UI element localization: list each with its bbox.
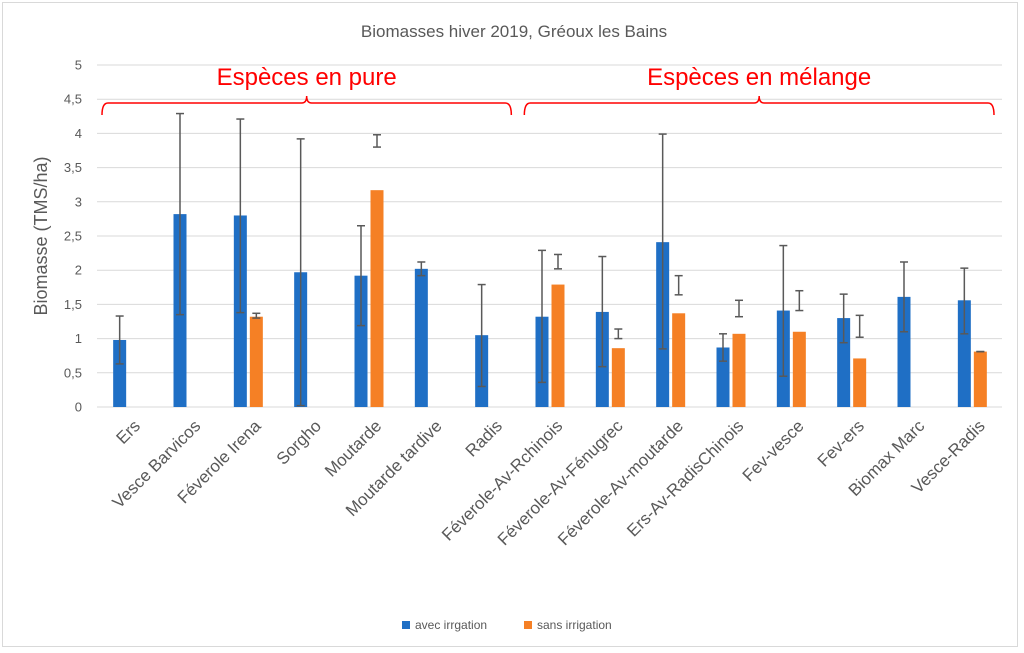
error-bar-avec-irrgation-fev-vesce (779, 244, 788, 377)
error-bar-avec-irrgation-feverole-av-moutarde (658, 133, 667, 350)
chart-title: Biomasses hiver 2019, Gréoux les Bains (361, 22, 667, 41)
error-bar-sans-irrigation-fev-ers (855, 314, 864, 338)
brace-especes-en-pure (101, 95, 513, 116)
bar-avec-irrgation-ers (113, 339, 127, 407)
error-bar-avec-irrgation-moutarde (357, 224, 365, 327)
legend-label-sans-irrigation: sans irrigation (537, 618, 612, 632)
y-tick-label: 2,5 (64, 229, 82, 244)
bar-sans-irrigation-fev-ers (853, 358, 867, 407)
legend: avec irrgation sans irrigation (402, 618, 612, 632)
annotation-especes-en-melange: Espèces en mélange (647, 64, 871, 91)
error-bar-sans-irrigation-fev-vesce (795, 289, 804, 312)
error-bar-avec-irrgation-feverole-av-rchinois (538, 249, 546, 384)
error-bar-avec-irrgation-sorgho (296, 138, 305, 407)
error-bar-avec-irrgation-ers-av-radischinois (719, 333, 727, 362)
x-tick-label: Ers-Av-RadisChinois (623, 416, 747, 540)
y-tick-label: 4,5 (64, 92, 82, 107)
error-bar-avec-irrgation-radis (477, 283, 486, 388)
bar-avec-irrgation-ers-av-radischinois (716, 347, 730, 407)
bars (113, 190, 987, 407)
x-tick-label: Fev-vesce (739, 416, 808, 485)
gridlines (97, 64, 1002, 408)
bar-avec-irrgation-biomax-marc (897, 296, 911, 407)
legend-swatch-sans-irrigation (524, 621, 532, 629)
bar-avec-irrgation-vesce-radis (957, 300, 971, 407)
legend-label-avec-irrigation: avec irrgation (415, 618, 487, 632)
bar-sans-irrigation-feverole-av-rchinois (551, 284, 565, 407)
y-tick-label: 2 (75, 263, 82, 278)
bar-sans-irrigation-feverole-av-fenugrec (611, 348, 625, 407)
y-tick-label: 4 (75, 126, 82, 141)
bar-avec-irrgation-fev-ers (837, 318, 851, 407)
bar-sans-irrigation-vesce-radis (973, 351, 987, 407)
bar-sans-irrigation-ers-av-radischinois (732, 333, 746, 407)
x-tick-label: Fev-ers (814, 416, 868, 470)
error-bar-sans-irrigation-moutarde (373, 134, 381, 148)
error-bar-avec-irrgation-vesce-radis (960, 267, 969, 335)
x-tick-label: Moutarde (321, 416, 385, 480)
error-bar-avec-irrgation-ers (115, 315, 124, 365)
bar-sans-irrigation-fev-vesce (792, 331, 806, 407)
brace-especes-en-melange (523, 95, 995, 116)
error-bar-avec-irrgation-moutarde-tardive (417, 261, 426, 277)
y-axis-ticks: 0 0,5 1 1,5 2 2,5 3 3,5 4 4,5 5 (64, 58, 82, 415)
x-tick-label: Féverole-Av-Rchinois (438, 416, 566, 544)
x-tick-label: Radis (462, 416, 506, 460)
y-tick-label: 1,5 (64, 297, 82, 312)
bar-sans-irrigation-feverole-av-moutarde (672, 313, 686, 407)
error-bar-avec-irrgation-fev-ers (839, 293, 848, 344)
bar-avec-irrgation-moutarde (354, 275, 368, 407)
annotation-especes-en-pure: Espèces en pure (217, 64, 397, 91)
error-bar-sans-irrigation-feverole-irena (252, 312, 261, 319)
y-tick-label: 5 (75, 58, 82, 73)
y-tick-label: 3 (75, 194, 82, 209)
error-bar-avec-irrgation-feverole-av-fenugrec (598, 255, 607, 368)
error-bar-avec-irrgation-biomax-marc (900, 261, 908, 333)
x-tick-label: Ers (113, 416, 144, 447)
y-tick-label: 0,5 (64, 365, 82, 380)
y-axis-label: Biomasse (TMS/ha) (31, 156, 51, 315)
error-bar-avec-irrgation-vesce-barvicos (176, 112, 184, 316)
legend-swatch-avec-irrigation (402, 621, 410, 629)
bar-sans-irrigation-moutarde (370, 190, 384, 407)
error-bar-avec-irrgation-feverole-irena (236, 118, 245, 314)
bar-sans-irrigation-feverole-irena (249, 316, 263, 407)
x-tick-label: Sorgho (273, 416, 325, 468)
error-bar-sans-irrigation-feverole-av-rchinois (554, 253, 562, 270)
group-annotations: Espèces en pure Espèces en mélange (101, 64, 995, 116)
error-bar-sans-irrigation-feverole-av-fenugrec (614, 328, 623, 340)
y-tick-label: 0 (75, 400, 82, 415)
y-tick-label: 1 (75, 331, 82, 346)
error-bar-sans-irrigation-ers-av-radischinois (735, 299, 743, 318)
error-bars (115, 112, 985, 407)
error-bar-sans-irrigation-feverole-av-moutarde (674, 274, 683, 296)
bar-avec-irrgation-moutarde-tardive (414, 268, 428, 407)
y-tick-label: 3,5 (64, 160, 82, 175)
